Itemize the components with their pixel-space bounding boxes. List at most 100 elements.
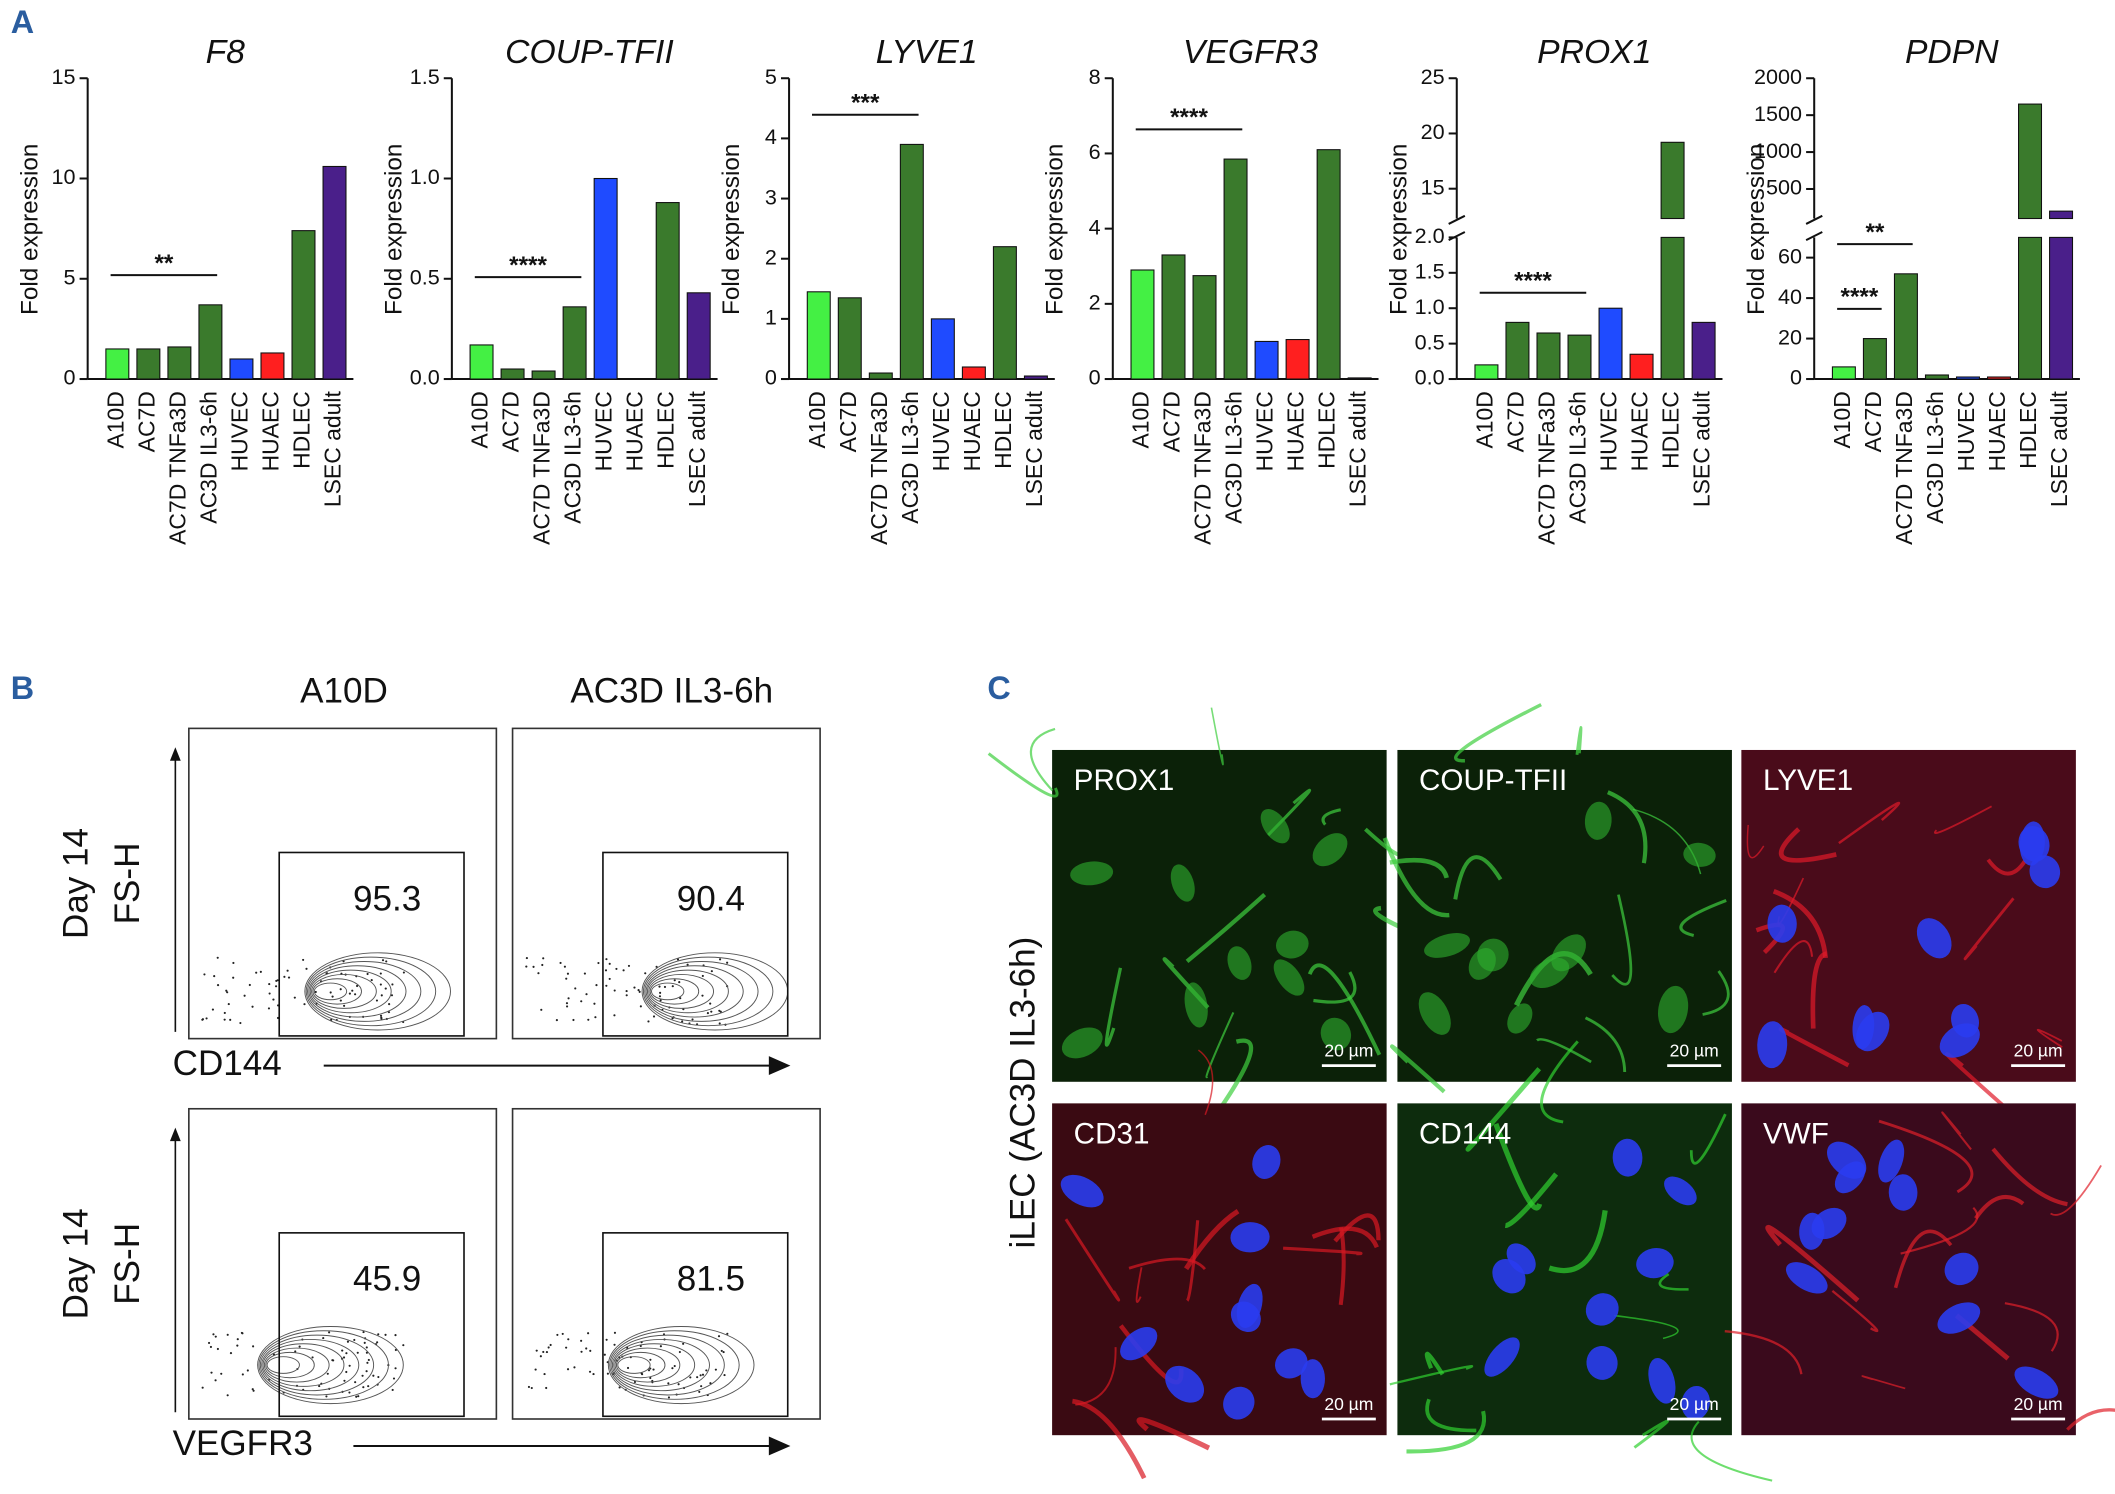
- event-dot: [402, 971, 405, 974]
- y-tick-label: 2.0: [1415, 223, 1445, 248]
- event-dot: [363, 1341, 366, 1344]
- x-tick-label: HDLEC: [1314, 391, 1340, 469]
- event-dot: [525, 957, 528, 960]
- event-dot: [348, 1364, 351, 1367]
- nucleus: [1165, 1365, 1205, 1403]
- event-dot: [305, 967, 308, 970]
- x-tick-label: LSEC adult: [2046, 391, 2072, 508]
- x-tick-label: HDLEC: [2015, 391, 2041, 469]
- x-tick-label: AC3D IL3-6h: [1922, 391, 1948, 524]
- bar: [1862, 338, 1887, 380]
- event-dot: [726, 961, 729, 964]
- nucleus: [1681, 1385, 1710, 1420]
- bar: [1474, 364, 1499, 380]
- event-dot: [603, 1353, 606, 1356]
- event-dot: [667, 1382, 670, 1385]
- chart-title: COUP-TFII: [505, 33, 674, 71]
- y-tick-label: 10: [52, 164, 76, 189]
- y-tick-label: 25: [1421, 64, 1445, 89]
- event-dot: [559, 961, 562, 965]
- event-dot: [625, 989, 628, 993]
- stain: [2050, 1164, 2102, 1216]
- event-dot: [226, 991, 229, 994]
- bar: [136, 348, 161, 380]
- event-dot: [286, 969, 289, 972]
- event-dot: [573, 1366, 576, 1369]
- x-tick-label: HUAEC: [1283, 391, 1309, 471]
- bar: [1598, 307, 1623, 380]
- axis-break: [1805, 231, 1823, 242]
- stain: [1772, 888, 1828, 959]
- event-dot: [595, 984, 598, 987]
- contour: [641, 952, 789, 1031]
- image-background: [1741, 749, 2076, 1082]
- gate: [278, 1232, 465, 1418]
- chart-title: VEGFR3: [1183, 33, 1318, 71]
- event-dot: [325, 1395, 328, 1398]
- stain: [1465, 1067, 1542, 1152]
- event-dot: [709, 1002, 712, 1005]
- bar: [1285, 339, 1310, 380]
- event-dot: [380, 994, 383, 997]
- event-dot: [366, 1361, 369, 1364]
- bar: [1254, 340, 1279, 380]
- event-dot: [216, 956, 219, 959]
- event-dot: [268, 983, 271, 986]
- stain: [1702, 970, 1730, 1016]
- event-dot: [613, 1343, 616, 1346]
- event-dot: [274, 985, 278, 988]
- event-dot: [220, 1372, 223, 1375]
- y-tick-label: 1: [765, 305, 777, 330]
- event-dot: [667, 1396, 671, 1399]
- bar: [322, 165, 347, 380]
- contour: [305, 956, 437, 1027]
- y-tick-label: 1.5: [410, 64, 440, 89]
- gate-value: 95.3: [353, 879, 421, 918]
- event-dot: [339, 999, 342, 1002]
- stain: [1614, 1314, 1679, 1340]
- stain: [1283, 1246, 1363, 1256]
- event-dot: [232, 976, 235, 979]
- nucleus: [1070, 861, 1114, 886]
- event-dot: [594, 1016, 597, 1019]
- bar: [469, 344, 494, 380]
- nucleus: [1275, 930, 1309, 959]
- nucleus: [1585, 1293, 1619, 1326]
- y-tick-label: 0.5: [410, 264, 440, 289]
- event-dot: [605, 1338, 608, 1341]
- event-dot: [613, 1331, 617, 1334]
- y-tick-label: 0: [1089, 365, 1101, 390]
- event-dot: [527, 1385, 531, 1389]
- x-tick-label: AC3D IL3-6h: [195, 391, 221, 524]
- bar: [1629, 353, 1654, 380]
- stain: [1606, 790, 1648, 864]
- event-dot: [585, 1347, 588, 1350]
- event-dot: [671, 1367, 674, 1370]
- bar: [1986, 376, 2012, 380]
- stain: [1536, 1038, 1592, 1064]
- y-tick-label: 15: [52, 64, 76, 89]
- contour: [615, 1351, 666, 1379]
- nucleus: [1230, 1222, 1270, 1253]
- x-tick-label: LSEC adult: [1345, 391, 1371, 508]
- event-dot: [394, 1348, 397, 1352]
- contour: [259, 1334, 375, 1396]
- nucleus: [1852, 1005, 1875, 1050]
- event-dot: [365, 1351, 368, 1354]
- stain: [1773, 940, 1814, 974]
- stain: [1307, 963, 1382, 1056]
- event-dot: [214, 1335, 217, 1338]
- side-label: iLEC (AC3D IL3-6h): [1003, 937, 1042, 1249]
- event-dot: [644, 972, 647, 975]
- nucleus: [1418, 992, 1451, 1035]
- event-dot: [659, 999, 662, 1002]
- contour: [614, 1347, 681, 1383]
- x-tick-label: A10D: [1128, 391, 1154, 448]
- significance-label: ****: [509, 252, 547, 279]
- y-axis-label: FS-H: [108, 1223, 147, 1305]
- event-dot: [314, 990, 317, 994]
- stain: [1406, 1410, 1487, 1454]
- event-dot: [343, 1379, 346, 1382]
- significance-label: **: [1865, 219, 1884, 246]
